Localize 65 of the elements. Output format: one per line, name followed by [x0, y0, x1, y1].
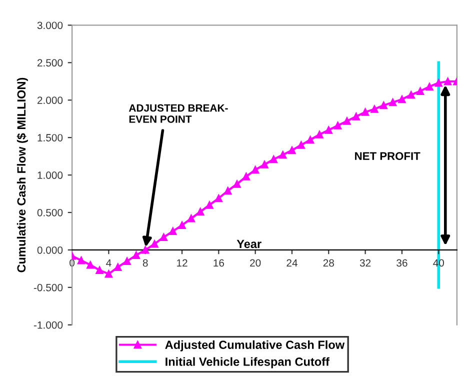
point: [398, 96, 406, 104]
y-tick-label: -1.000: [34, 321, 63, 329]
y-tick-label: 3.000: [37, 22, 63, 30]
y-tick-label: 2.000: [37, 96, 63, 104]
x-tick-label: 4: [106, 259, 112, 267]
x-tick-label: 28: [323, 259, 334, 267]
point: [334, 122, 342, 130]
point: [324, 126, 332, 134]
legend-label: Adjusted Cumulative Cash Flow: [165, 340, 345, 352]
x-tick-label: 36: [396, 259, 408, 267]
point: [169, 227, 177, 236]
point: [434, 79, 442, 87]
point: [407, 91, 415, 99]
x-tick-label: 24: [286, 259, 298, 267]
y-tick-label: -0.500: [34, 284, 63, 292]
point: [444, 78, 452, 86]
point: [142, 246, 150, 254]
annotation: ADJUSTED BREAK- EVEN POINT: [128, 104, 228, 123]
point: [187, 214, 195, 222]
annotation: NET PROFIT: [355, 152, 420, 160]
y-tick-label: 0.000: [37, 246, 63, 254]
x-tick-label: 20: [250, 259, 261, 267]
point: [96, 266, 104, 274]
point: [388, 98, 397, 106]
point: [306, 136, 314, 144]
point: [270, 155, 278, 164]
point: [160, 233, 168, 242]
x-tick-label: 8: [142, 259, 148, 267]
point: [252, 166, 260, 174]
point: [150, 240, 158, 248]
point: [370, 105, 378, 113]
point: [260, 160, 268, 168]
x-axis-title: Year: [236, 240, 262, 248]
point: [132, 251, 140, 260]
point: [214, 194, 222, 202]
legend-label: Initial Vehicle Lifespan Cutoff: [166, 357, 330, 368]
point: [224, 186, 232, 195]
y-tick-label: 2.500: [37, 59, 63, 67]
x-tick-label: 32: [360, 259, 371, 267]
point: [123, 257, 131, 266]
point: [77, 256, 86, 264]
point: [114, 263, 122, 271]
point: [416, 87, 424, 95]
x-tick-label: 12: [177, 259, 188, 267]
point: [288, 146, 296, 154]
point: [206, 201, 214, 209]
x-tick-label: 16: [214, 259, 224, 267]
point: [233, 180, 241, 188]
point: [343, 117, 351, 125]
point: [361, 108, 370, 116]
point: [352, 112, 360, 120]
y-axis-title: Cumulative Cash Flow ($ MILLION): [16, 78, 28, 272]
point: [279, 150, 287, 159]
point: [316, 130, 324, 138]
y-tick-label: 1.000: [38, 172, 63, 179]
point: [178, 221, 186, 230]
point: [242, 172, 250, 180]
point: [380, 102, 388, 110]
y-tick-label: 0.500: [37, 208, 63, 216]
point: [86, 261, 94, 269]
point: [297, 141, 305, 149]
y-tick-label: 1.500: [38, 134, 63, 142]
point: [426, 82, 434, 90]
point: [104, 270, 113, 278]
point: [196, 208, 204, 216]
